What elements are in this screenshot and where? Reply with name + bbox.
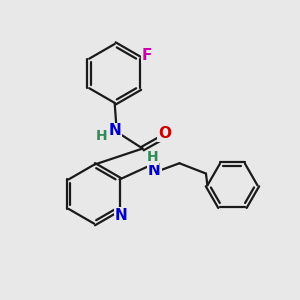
Text: N: N — [148, 163, 161, 178]
Text: N: N — [108, 123, 121, 138]
Text: F: F — [142, 48, 152, 63]
Text: N: N — [115, 208, 128, 223]
Text: O: O — [158, 126, 171, 141]
Text: H: H — [147, 150, 159, 164]
Text: H: H — [96, 129, 107, 143]
